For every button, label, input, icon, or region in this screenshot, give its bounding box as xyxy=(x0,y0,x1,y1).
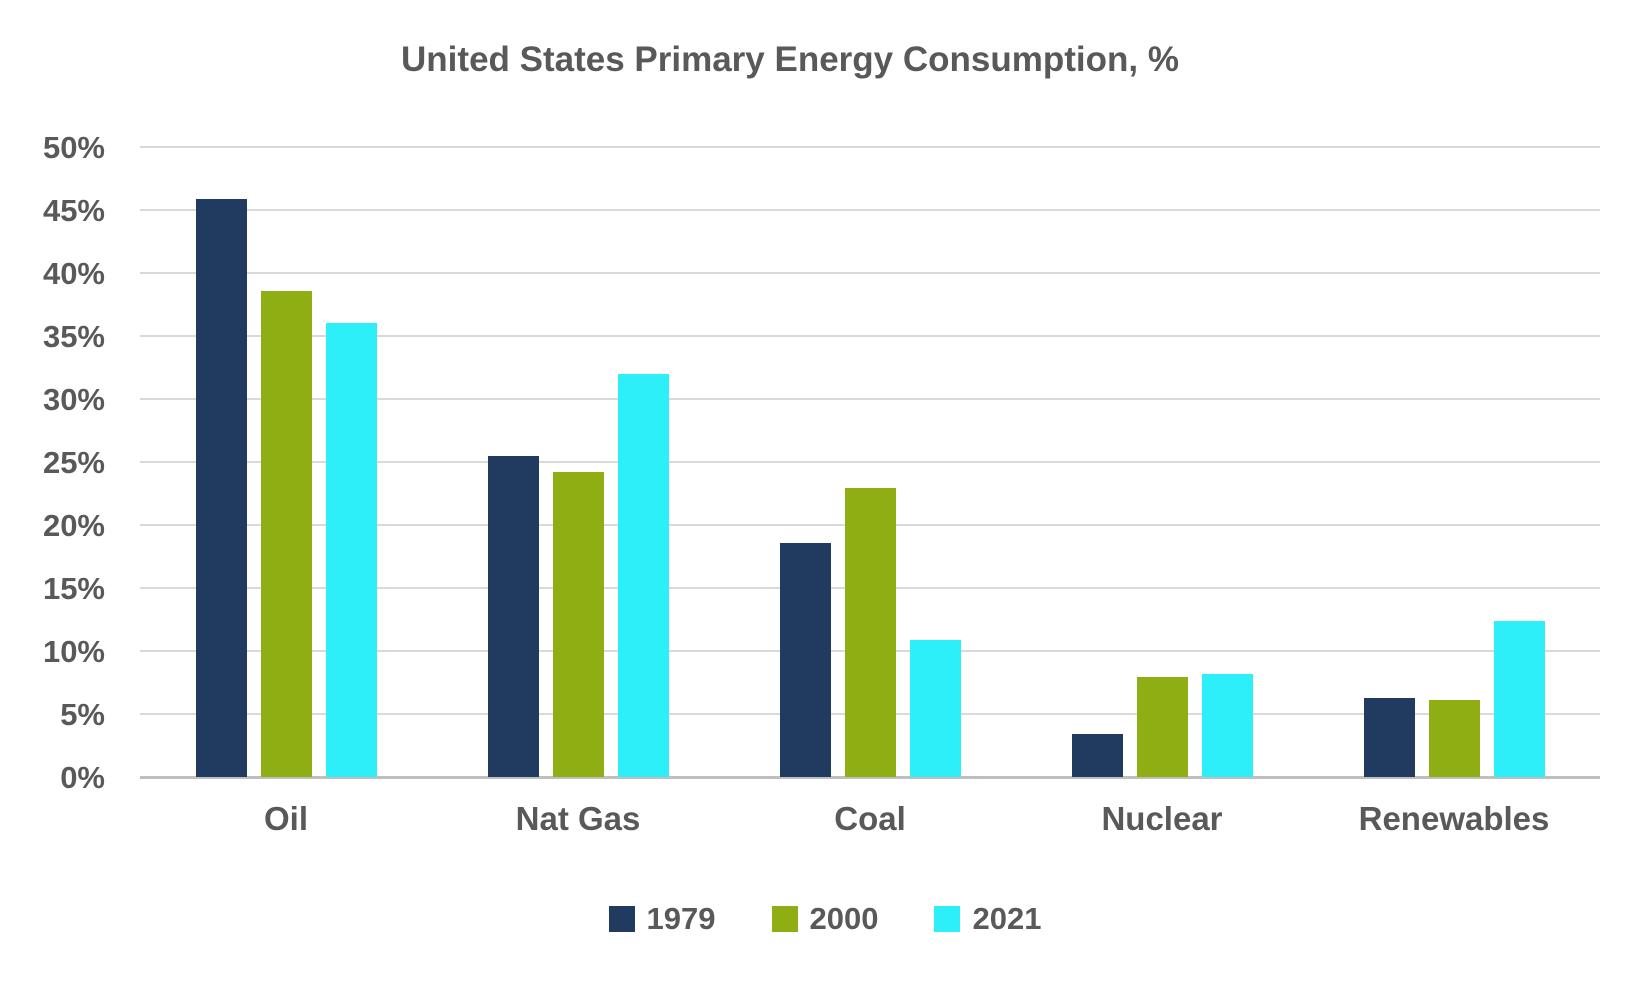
bar-2021-nat-gas xyxy=(617,373,669,777)
bar-2021-oil xyxy=(325,323,377,777)
y-tick-label: 5% xyxy=(60,697,105,732)
x-category-label-oil: Oil xyxy=(263,800,308,837)
x-category-label-nat-gas: Nat Gas xyxy=(515,800,641,837)
gridline xyxy=(140,587,1600,589)
legend-swatch-2021 xyxy=(934,906,961,932)
y-tick-label: 0% xyxy=(60,760,105,795)
x-category-label-renewables: Renewables xyxy=(1358,800,1550,837)
bar-1979-nuclear xyxy=(1071,734,1123,777)
gridline xyxy=(140,146,1600,148)
legend-label-2021: 2021 xyxy=(972,901,1042,936)
bar-2000-renewables xyxy=(1428,700,1480,777)
bar-1979-oil xyxy=(195,198,247,777)
gridline xyxy=(140,272,1600,274)
gridline xyxy=(140,524,1600,526)
y-tick-label: 30% xyxy=(42,382,105,417)
bar-2021-renewables xyxy=(1493,620,1545,777)
bar-2021-coal xyxy=(909,639,961,777)
x-axis-line xyxy=(140,776,1600,779)
legend-item-2021: 2021 xyxy=(934,901,1041,937)
y-tick-label: 50% xyxy=(42,130,105,165)
bar-2000-oil xyxy=(260,290,312,777)
bar-1979-coal xyxy=(779,542,831,777)
y-tick-label: 20% xyxy=(42,508,105,543)
x-category-label-coal: Coal xyxy=(834,800,906,837)
bar-1979-renewables xyxy=(1363,697,1415,777)
legend-label-1979: 1979 xyxy=(646,901,716,936)
legend-swatch-2000 xyxy=(771,906,798,932)
bar-1979-nat-gas xyxy=(487,455,539,777)
x-category-label-nuclear: Nuclear xyxy=(1101,800,1223,837)
y-tick-label: 35% xyxy=(42,319,105,354)
gridline xyxy=(140,650,1600,652)
legend: 1979 2000 2021 xyxy=(0,901,1650,937)
legend-item-1979: 1979 xyxy=(608,901,716,937)
chart-title: United States Primary Energy Consumption… xyxy=(401,40,1179,79)
y-tick-label: 10% xyxy=(42,634,105,669)
y-tick-label: 45% xyxy=(42,193,105,228)
y-tick-label: 15% xyxy=(42,571,105,606)
legend-label-2000: 2000 xyxy=(809,901,879,936)
plot-area xyxy=(140,146,1600,779)
bar-2000-nat-gas xyxy=(552,472,604,777)
y-tick-label: 40% xyxy=(42,256,105,291)
bar-2000-coal xyxy=(844,488,896,777)
gridline xyxy=(140,209,1600,211)
y-tick-label: 25% xyxy=(42,445,105,480)
bar-2000-nuclear xyxy=(1136,677,1188,777)
legend-swatch-1979 xyxy=(608,906,635,932)
gridline xyxy=(140,713,1600,715)
gridline xyxy=(140,398,1600,400)
gridline xyxy=(140,461,1600,463)
bar-2021-nuclear xyxy=(1201,673,1253,777)
gridline xyxy=(140,335,1600,337)
legend-item-2000: 2000 xyxy=(771,901,879,937)
